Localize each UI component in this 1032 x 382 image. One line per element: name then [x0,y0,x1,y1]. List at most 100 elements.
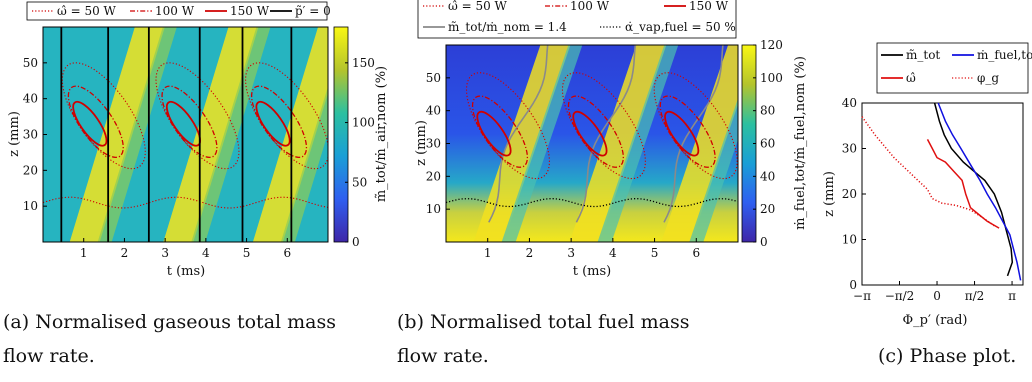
panel-a-ctick-label-2: 100 [352,116,375,130]
panel-b-x-ticks: 1 2 3 4 5 6 [484,238,700,260]
panel-a-zero-pressure-lines [60,27,293,242]
panel-a-field-streaks [69,27,328,242]
panel-a-ytick-label-3: 40 [23,92,38,106]
panel-a-xtick-label-3: 4 [202,246,210,260]
panel-c-ytick-label-4: 40 [842,96,857,110]
panel-b-contour-50W-0 [465,72,550,180]
panel-c-series-line-3 [861,116,995,227]
panel-b-mass-ratio-contour-2 [663,45,724,223]
panel-c-x-axis-label: Φ_p′ (rad) [903,313,968,328]
panel-a-colorbar-ticks: 0 50 100 150 [345,56,375,249]
panel-a-x-ticks: 1 2 3 4 5 6 [80,238,291,260]
panel-b-ytick-label-4: 50 [426,71,441,85]
panel-b-colorbar-ticks: 0 20 40 60 80 100 120 [753,38,783,249]
panel-c-legend-box [876,42,1029,94]
panel-c-ytick-label-0: 0 [849,278,857,292]
panel-a-ytick-label-1: 20 [23,163,38,177]
panel-a-contour-50W-1 [155,62,240,170]
panel-b-mass-ratio-contour-0 [488,45,549,223]
panel-b-streak-mid-2 [689,98,738,242]
panel-a-ytick-label-0: 10 [23,199,38,213]
panel-a-xtick-label-0: 1 [80,246,88,260]
panel-a-legend-label-0: ω̂ = 50 W [57,4,117,18]
panel-a-contour-100W-1 [161,85,218,159]
panel-b-y-ticks: 10 20 30 40 50 [426,71,450,216]
panel-c-series-line-2 [926,139,1000,229]
panel-c-series [861,102,1022,281]
panel-b-caption-line-2: flow rate. [397,345,489,367]
panel-b-ctick-label-4: 80 [760,104,775,118]
panel-b-xtick-label-1: 2 [526,246,534,260]
panel-a-ytick-label-2: 30 [23,128,38,142]
panel-b-contour-150W-2 [664,110,700,157]
panel-b-xtick-label-3: 4 [609,246,617,260]
panel-c-xtick-label-0: −π [853,289,871,303]
panel-a-colorbar-label: m̃_tot/ṁ_air,nom (%) [374,66,389,202]
panel-c-legend-label-1: ṁ_fuel,tot [977,48,1032,62]
panel-a-legend: ω̂ = 50 W 100 W 150 W p̃′ = 0 [26,1,331,21]
panel-b-ctick-label-1: 20 [760,202,775,216]
panel-a-streak-hot-0 [69,27,165,242]
panel-c-xtick-label-4: π [1008,289,1016,303]
panel-a-legend-label-3: p̃′ = 0 [295,4,331,18]
panel-a-streak-mid-1 [191,27,271,242]
panel-c-axes-frame [861,102,1024,286]
panel-c-series-line-0 [933,102,1014,277]
panel-b-legend: ω̂ = 50 W 100 W 150 W m̃_tot/ṁ_nom = 1.4 α̇_… [417,0,737,39]
panel-c-ytick-label-1: 10 [842,233,857,247]
panel-c-x-ticks: −π −π/2 0 π/2 π [853,281,1016,303]
panel-a-contour-50W-0 [61,62,146,170]
panel-b-caption-line-1: (b) Normalised total fuel mass [397,311,690,333]
panel-b-ctick-label-6: 120 [760,38,783,52]
panel-a-contour-150W-1 [165,100,202,147]
panel-c-legend-label-0: m̃_tot [906,48,940,62]
panel-a-caption-line-1: (a) Normalised gaseous total mass [3,311,336,333]
panel-b-ctick-label-3: 60 [760,137,775,151]
panel-c-legend-label-2: ω̂ [906,71,916,85]
panel-b-colorbar-label: ṁ_fuel,tot/ṁ_fuel,nom (%) [793,56,808,230]
panel-b-legend-label-0: ω̂ = 50 W [448,0,508,13]
panel-b-contour-150W-0 [476,110,512,157]
panel-b-xtick-label-2: 3 [567,246,575,260]
panel-c-xtick-label-3: π/2 [965,289,985,303]
panel-c-ytick-label-2: 20 [842,187,857,201]
panel-b-xtick-label-0: 1 [484,246,492,260]
panel-b-streak-mid-0 [501,45,583,242]
panel-b-legend-label-1: 100 W [570,0,610,13]
panel-a-streak-hot-2 [252,27,328,242]
panel-b-y-axis-label: z (mm) [414,120,429,166]
panel-c-y-axis-label: z (mm) [822,171,837,217]
panel-b-contour-50W-2 [653,72,738,180]
panel-c-xtick-label-2: 0 [933,289,941,303]
panel-b-contour-150W-1 [572,110,608,157]
panel-b-x-axis-label: t (ms) [573,264,612,279]
panel-a-x-axis-label: t (ms) [167,264,206,279]
panel-a-ctick-label-3: 150 [352,56,375,70]
panel-a-legend-label-1: 100 W [155,4,195,18]
panel-b-ctick-label-0: 0 [760,235,768,249]
panel-c-caption: (c) Phase plot. [878,345,1016,367]
panel-b-streak-hot-1 [569,45,667,242]
panel-b-contour-100W-0 [471,95,529,168]
panel-b-streak-mid-1 [597,45,679,242]
panel-a-caption-line-2: flow rate. [3,345,95,367]
panel-a-ctick-label-1: 50 [352,175,367,189]
panel-a-colorbar [333,26,349,243]
panel-a-y-ticks: 10 20 30 40 50 [23,56,47,213]
panel-a-contour-150W-2 [255,100,291,147]
panel-b-xtick-label-4: 5 [651,246,659,260]
panel-a-xtick-label-5: 6 [283,246,291,260]
panel-a-ctick-label-0: 0 [352,235,360,249]
panel-b-ytick-label-3: 40 [426,104,441,118]
panel-a-y-axis-label: z (mm) [7,111,22,157]
panel-b-streak-hot-2 [661,45,738,242]
panel-b-ctick-label-5: 100 [760,71,783,85]
panel-c-legend-label-3: φ_g [977,71,999,85]
panel-a-legend-label-2: 150 W [230,4,270,18]
panel-b-contour-100W-1 [567,95,624,168]
panel-a-ytick-label-4: 50 [23,56,38,70]
panel-a-xtick-label-2: 3 [161,246,169,260]
panel-a: 1 2 3 4 5 6 10 20 30 40 50 0 50 100 150 t (ms) z (mm… [3,1,389,367]
panel-a-legend-box [26,1,328,21]
